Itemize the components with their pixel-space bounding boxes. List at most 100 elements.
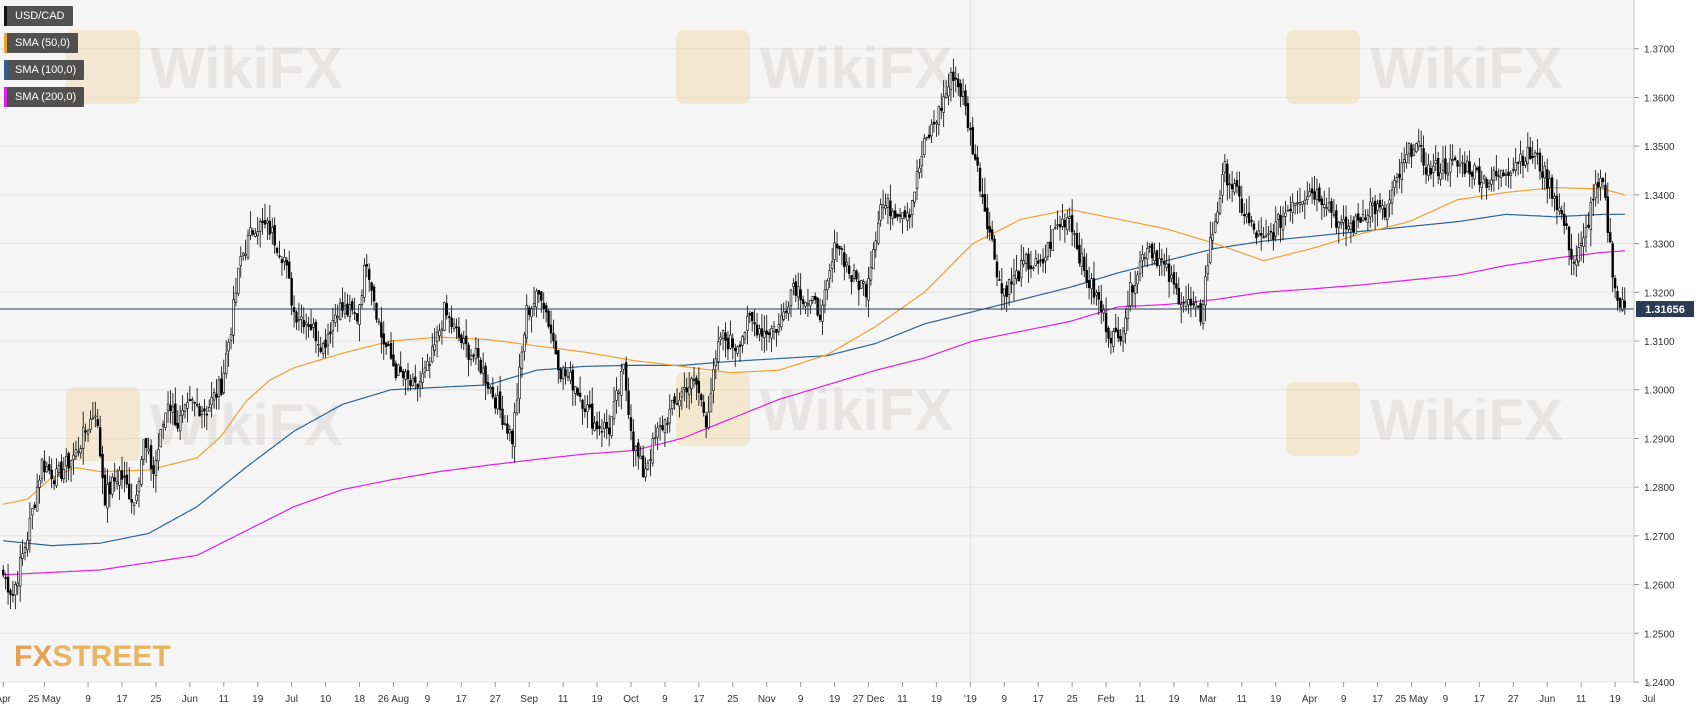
candle-body bbox=[52, 480, 56, 485]
candle-body bbox=[1570, 248, 1573, 260]
candle-body bbox=[1313, 191, 1316, 200]
candle-body bbox=[1020, 260, 1023, 279]
candle-body bbox=[1485, 179, 1488, 188]
candle-body bbox=[1160, 258, 1164, 261]
candle-body bbox=[1427, 164, 1430, 176]
candle-body bbox=[1609, 232, 1612, 243]
legend-item-symbol[interactable]: USD/CAD bbox=[4, 6, 73, 26]
candle-body bbox=[518, 366, 521, 399]
candle-body bbox=[1490, 179, 1493, 185]
candle-body bbox=[641, 455, 645, 478]
candle-body bbox=[847, 265, 851, 274]
candle-body bbox=[302, 320, 305, 328]
candle-body bbox=[714, 358, 718, 367]
x-tick-label: 25 May bbox=[1395, 694, 1428, 705]
y-tick-label: 1.2900 bbox=[1644, 434, 1675, 445]
axis-background bbox=[1634, 0, 1707, 712]
candle-body bbox=[1562, 213, 1566, 226]
candle-body bbox=[525, 305, 528, 339]
candle-body bbox=[1177, 288, 1181, 305]
candle-body bbox=[1136, 274, 1139, 285]
candle-body bbox=[702, 401, 705, 413]
y-tick-label: 1.2700 bbox=[1644, 532, 1675, 543]
candle-body bbox=[615, 390, 618, 401]
candle-body bbox=[944, 93, 948, 98]
candle-body bbox=[108, 481, 112, 495]
x-tick-label: Sep bbox=[520, 694, 538, 705]
candle-body bbox=[1252, 223, 1256, 230]
candle-body bbox=[111, 476, 114, 495]
watermark-text: WikiFX bbox=[1370, 36, 1563, 101]
candle-body bbox=[254, 233, 257, 237]
candle-body bbox=[1482, 175, 1486, 180]
candle-body bbox=[1306, 196, 1309, 201]
watermark-text: WikiFX bbox=[150, 36, 343, 101]
candle-body bbox=[1531, 156, 1534, 159]
candle-body bbox=[770, 328, 773, 339]
candle-body bbox=[952, 71, 955, 82]
candle-body bbox=[1080, 253, 1084, 267]
x-tick-label: 18 bbox=[354, 694, 366, 705]
candle-body bbox=[1238, 185, 1241, 197]
candle-body bbox=[1473, 164, 1476, 180]
watermark-text: WikiFX bbox=[1370, 388, 1563, 453]
candle-body bbox=[552, 332, 555, 342]
x-tick-label: 19 bbox=[829, 694, 841, 705]
candle-body bbox=[440, 328, 444, 331]
candle-body bbox=[879, 204, 882, 221]
candle-body bbox=[1167, 263, 1171, 282]
watermark-logo bbox=[676, 30, 750, 104]
candle-body bbox=[1526, 146, 1530, 164]
x-tick-label: 19 bbox=[1168, 694, 1180, 705]
legend-item-sma50[interactable]: SMA (50,0) bbox=[4, 33, 79, 53]
candle-body bbox=[794, 281, 798, 296]
candle-body bbox=[1257, 230, 1260, 236]
candle-body bbox=[479, 359, 482, 374]
y-tick-label: 1.3500 bbox=[1644, 142, 1675, 153]
candle-body bbox=[203, 408, 206, 412]
candle-body bbox=[1378, 200, 1382, 208]
x-tick-label: 9 bbox=[85, 694, 91, 705]
candle-body bbox=[1371, 202, 1374, 206]
legend-item-sma100[interactable]: SMA (100,0) bbox=[4, 60, 85, 80]
candle-body bbox=[103, 474, 107, 506]
candle-body bbox=[569, 371, 572, 381]
candle-body bbox=[835, 243, 839, 249]
legend-item-sma200[interactable]: SMA (200,0) bbox=[4, 87, 85, 107]
candle-body bbox=[1373, 200, 1377, 215]
candle-body bbox=[33, 504, 36, 508]
candle-body bbox=[1507, 171, 1510, 176]
watermark: WikiFX bbox=[1286, 30, 1563, 104]
fxstreet-logo: FXSTREET bbox=[14, 640, 171, 674]
candle-body bbox=[205, 413, 209, 416]
candle-body bbox=[1381, 205, 1384, 210]
candle-body bbox=[898, 214, 902, 217]
candle-body bbox=[1196, 305, 1200, 308]
candle-body bbox=[384, 342, 388, 348]
candle-body bbox=[435, 331, 439, 343]
candle-body bbox=[753, 322, 756, 325]
candle-body bbox=[864, 284, 868, 298]
candle-body bbox=[1386, 204, 1389, 221]
watermark-logo bbox=[676, 372, 750, 446]
candle-body bbox=[799, 289, 802, 301]
candle-body bbox=[993, 238, 996, 260]
legend-symbol-label: USD/CAD bbox=[15, 10, 65, 22]
candle-body bbox=[326, 334, 330, 346]
candle-body bbox=[605, 421, 608, 429]
candle-body bbox=[159, 429, 162, 448]
legend-sma200-label: SMA (200,0) bbox=[15, 91, 77, 103]
candle-body bbox=[949, 72, 953, 90]
candle-body bbox=[1017, 271, 1021, 282]
candle-body bbox=[903, 210, 907, 218]
candle-body bbox=[275, 247, 279, 253]
candle-body bbox=[668, 408, 671, 424]
candle-body bbox=[1400, 162, 1403, 180]
candle-body bbox=[263, 219, 267, 225]
candle-body bbox=[620, 370, 623, 396]
candle-body bbox=[930, 124, 933, 137]
candle-body bbox=[700, 394, 703, 401]
y-tick-label: 1.3000 bbox=[1644, 386, 1675, 397]
x-tick-label: Jun bbox=[1539, 694, 1555, 705]
